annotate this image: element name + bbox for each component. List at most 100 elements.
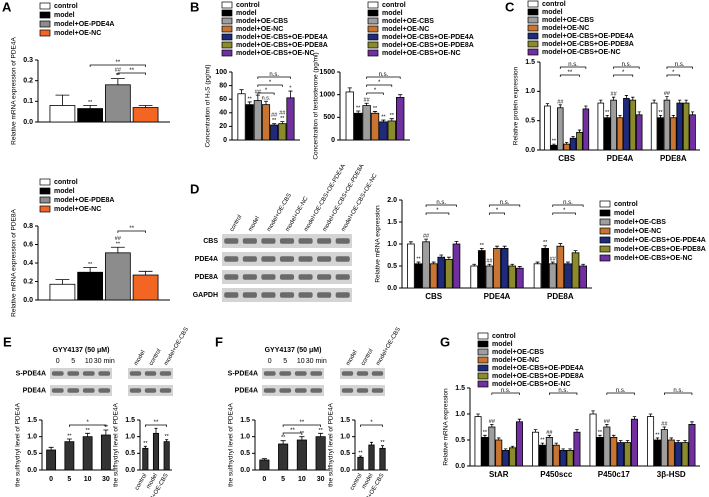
- significance-label: *: [496, 208, 499, 214]
- y-tick-label: 1.0: [125, 434, 135, 441]
- blot-band: [129, 371, 142, 376]
- significance-bracket: [552, 204, 584, 207]
- error-bar: [550, 261, 555, 264]
- y-tick-label: 0.2: [23, 78, 33, 85]
- legend-label: model+OE-CBS+OE-NC: [492, 381, 571, 388]
- bar: [647, 416, 655, 467]
- blot-band: [298, 292, 313, 298]
- significance-bracket: [489, 212, 505, 215]
- legend-swatch: [39, 20, 51, 28]
- significance-label: n.s.: [673, 388, 683, 394]
- error-bar: [154, 427, 158, 434]
- bar: [396, 96, 405, 141]
- legend-label: control: [614, 201, 638, 208]
- bar: [474, 416, 482, 467]
- significance-label: **: [568, 70, 573, 76]
- legend-label: control: [236, 2, 260, 9]
- significance-bracket: [666, 66, 693, 69]
- blot-strip: [50, 385, 112, 396]
- significance-mark: **: [116, 242, 121, 248]
- legend-label: model+OE-CBS: [492, 349, 544, 356]
- bar: [617, 442, 625, 467]
- legend-swatch: [527, 16, 539, 24]
- legend-swatch: [221, 1, 233, 9]
- significance-label: *: [672, 70, 675, 76]
- blot-band: [371, 371, 384, 376]
- error-bar: [612, 434, 616, 438]
- error-bar: [652, 99, 656, 104]
- significance-mark: **: [281, 435, 286, 441]
- bar: [270, 124, 279, 141]
- significance-mark: **: [373, 106, 378, 112]
- blot-band: [335, 274, 350, 280]
- bar: [64, 441, 75, 471]
- bar: [629, 99, 637, 151]
- blot-band: [261, 256, 276, 262]
- blot-lane-label: 30 min: [306, 358, 327, 365]
- legend-label: model+OE-NC: [382, 26, 429, 33]
- legend-label: model+OE-NC: [542, 25, 589, 32]
- bar: [582, 108, 590, 151]
- bar: [379, 121, 388, 141]
- bar: [278, 123, 287, 141]
- bar: [676, 102, 684, 151]
- bar: [445, 258, 453, 289]
- legend-label: model+OE-CBS: [236, 18, 288, 25]
- significance-mark: **: [85, 428, 90, 434]
- legend-label: model+OE-CBS+OE-PDE4A: [614, 237, 706, 244]
- bar: [603, 426, 611, 467]
- error-bar: [454, 240, 459, 244]
- bar: [564, 263, 572, 289]
- y-tick-label: 1.0: [525, 88, 535, 95]
- legend-swatch: [39, 187, 51, 195]
- legend-label: model+OE-CBS+OE-PDE8A: [236, 42, 328, 49]
- blot-row-label: S-PDE4A: [16, 370, 46, 377]
- bar: [481, 436, 489, 467]
- legend-label: model+OE-CBS+OE-PDE4A: [542, 33, 634, 40]
- error-bar: [487, 263, 492, 266]
- error-bar: [239, 89, 244, 94]
- error-bar: [490, 424, 494, 427]
- significance-mark: **: [88, 262, 93, 268]
- x-tick-label: CBS: [425, 292, 443, 301]
- blot-band: [335, 292, 350, 298]
- bar: [495, 439, 503, 467]
- bar: [368, 444, 375, 471]
- legend-label: model+OE-CBS+OE-PDE8A: [542, 41, 634, 48]
- bar: [610, 436, 618, 467]
- bar: [674, 442, 682, 467]
- y-tick-label: 0.5: [125, 450, 135, 457]
- error-bar: [510, 263, 515, 266]
- significance-bracket: [559, 66, 587, 69]
- significance-mark: **: [390, 113, 395, 119]
- significance-bracket: [89, 64, 146, 67]
- legend-label: model: [54, 12, 75, 19]
- bar: [689, 114, 696, 151]
- blot-band: [341, 371, 354, 376]
- blot-band: [144, 388, 157, 393]
- significance-label: *: [436, 208, 439, 214]
- error-bar: [566, 261, 570, 264]
- significance-mark: **: [605, 110, 610, 116]
- significance-mark: **: [248, 96, 253, 102]
- error-bar: [554, 442, 558, 446]
- significance-bracket: [366, 76, 401, 79]
- legend-swatch: [39, 178, 51, 186]
- y-tick-label: 1.5: [455, 385, 465, 392]
- legend-swatch: [599, 245, 611, 253]
- y-axis-label: the sulfhydryl level of PDE4A: [15, 402, 22, 486]
- significance-mark: **: [552, 139, 557, 145]
- bar: [541, 247, 549, 289]
- legend-label: model+OE-CBS+OE-PDE4A: [382, 34, 474, 41]
- significance-mark: n.s.: [262, 96, 271, 102]
- bar: [653, 439, 661, 467]
- y-tick-label: 0.8: [23, 223, 33, 230]
- bar: [545, 436, 553, 467]
- legend-swatch: [367, 25, 379, 33]
- error-bar: [665, 96, 669, 101]
- y-tick-label: 0.3: [23, 57, 33, 64]
- significance-label: n.s.: [563, 200, 573, 206]
- y-tick-label: 1.5: [240, 417, 250, 424]
- x-tick-label: P450scc: [540, 470, 573, 479]
- legend-label: model+OE-CBS: [382, 18, 434, 25]
